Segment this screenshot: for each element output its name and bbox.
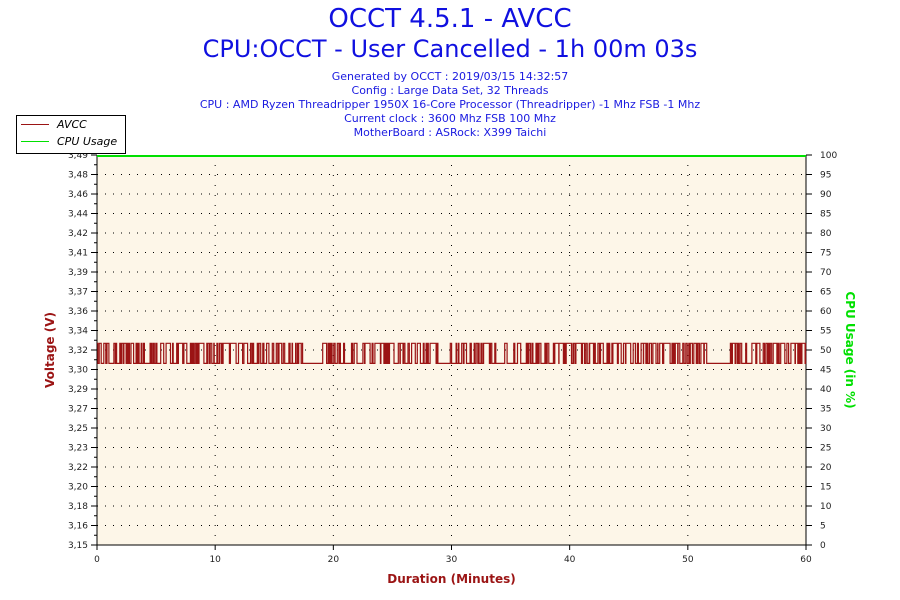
x-tick-label: 60 <box>800 555 812 565</box>
y2-tick-label: 85 <box>820 210 831 220</box>
y-tick-label: 3,48 <box>68 171 88 181</box>
y2-tick-label: 45 <box>820 366 831 376</box>
y2-tick-label: 95 <box>820 171 831 181</box>
y2-tick-label: 40 <box>820 385 832 395</box>
y2-tick-label: 60 <box>820 307 832 317</box>
x-tick-label: 50 <box>682 555 694 565</box>
y2-tick-label: 30 <box>820 424 832 434</box>
info-motherboard: MotherBoard : ASRock: X399 Taichi <box>353 126 547 139</box>
x-tick-label: 20 <box>328 555 340 565</box>
legend-item-avcc: AVCC <box>21 116 87 133</box>
y-tick-label: 3,36 <box>68 307 88 317</box>
y-tick-label: 3,41 <box>68 249 88 259</box>
x-axis-label: Duration (Minutes) <box>387 572 515 586</box>
y-tick-label: 3,27 <box>68 405 88 415</box>
y-tick-label: 3,37 <box>68 288 88 298</box>
info-generated: Generated by OCCT : 2019/03/15 14:32:57 <box>331 70 569 83</box>
y2-tick-label: 70 <box>820 268 832 278</box>
y2-tick-label: 35 <box>820 405 831 415</box>
y-tick-label: 3,32 <box>68 346 88 356</box>
y2-tick-label: 5 <box>820 522 826 532</box>
y2-tick-label: 50 <box>820 346 832 356</box>
y-tick-label: 3,18 <box>68 502 88 512</box>
y-tick-label: 3,42 <box>68 229 88 239</box>
y-tick-label: 3,49 <box>68 151 88 161</box>
legend-label: AVCC <box>57 118 87 131</box>
y-tick-label: 3,46 <box>68 190 88 200</box>
y2-axis-label: CPU Usage (in %) <box>843 291 857 408</box>
avcc-line <box>97 342 807 364</box>
y-tick-label: 3,22 <box>68 463 88 473</box>
y2-tick-label: 90 <box>820 190 832 200</box>
y2-tick-label: 20 <box>820 463 832 473</box>
y2-tick-label: 15 <box>820 483 831 493</box>
info-config: Config : Large Data Set, 32 Threads <box>351 84 549 97</box>
y-tick-label: 3,34 <box>68 327 88 337</box>
x-tick-label: 30 <box>446 555 458 565</box>
y-tick-label: 3,30 <box>68 366 88 376</box>
y-tick-label: 3,15 <box>68 541 88 551</box>
info-clock: Current clock : 3600 Mhz FSB 100 Mhz <box>344 112 556 125</box>
legend-label: CPU Usage <box>57 135 118 148</box>
chart-subtitle: CPU:OCCT - User Cancelled - 1h 00m 03s <box>202 35 698 63</box>
y-tick-label: 3,25 <box>68 424 88 434</box>
info-cpu: CPU : AMD Ryzen Threadripper 1950X 16-Co… <box>199 98 701 111</box>
y2-tick-label: 10 <box>820 502 832 512</box>
x-tick-label: 40 <box>564 555 576 565</box>
y2-tick-label: 65 <box>820 288 831 298</box>
y2-tick-label: 55 <box>820 327 831 337</box>
y2-tick-label: 25 <box>820 444 831 454</box>
y2-tick-label: 75 <box>820 249 831 259</box>
y-tick-label: 3,39 <box>68 268 88 278</box>
y-tick-label: 3,20 <box>68 483 88 493</box>
chart-title: OCCT 4.5.1 - AVCC <box>328 4 572 34</box>
y-axis-label: Voltage (V) <box>43 312 57 388</box>
y-tick-label: 3,44 <box>68 210 88 220</box>
y2-tick-label: 100 <box>820 151 837 161</box>
x-tick-label: 10 <box>209 555 221 565</box>
y-tick-label: 3,29 <box>68 385 88 395</box>
y-tick-label: 3,16 <box>68 522 88 532</box>
x-tick-label: 0 <box>94 555 100 565</box>
legend-item-cpu-usage: CPU Usage <box>21 133 117 150</box>
y2-tick-label: 80 <box>820 229 832 239</box>
y2-tick-label: 0 <box>820 541 826 551</box>
y-tick-label: 3,23 <box>68 444 88 454</box>
legend: AVCC CPU Usage <box>16 115 126 154</box>
